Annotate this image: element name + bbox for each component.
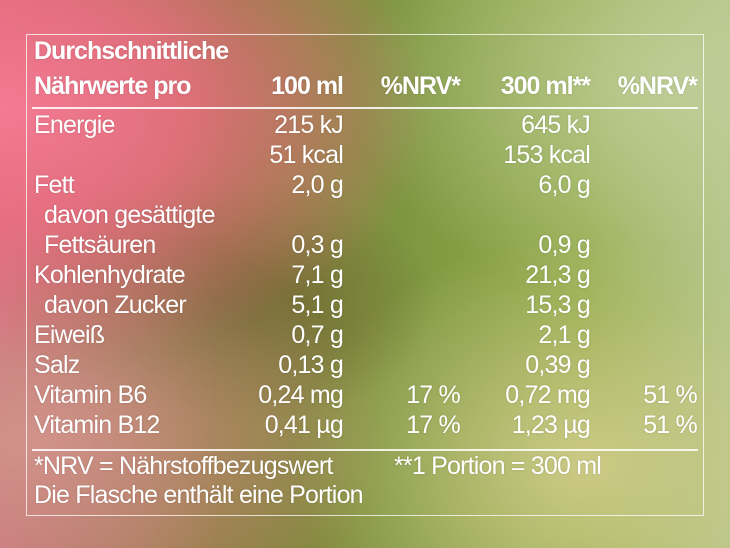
value-300ml: 6,0 g — [538, 171, 590, 199]
column-header-nrv-100ml: %NRV* — [380, 72, 461, 100]
portion-footnote: **1 Portion = 300 ml — [394, 452, 602, 480]
value-100ml: 0,24 mg — [258, 381, 344, 409]
nrv-300ml: 51 % — [643, 411, 698, 439]
footer-divider — [32, 449, 698, 451]
value-100ml: 0,3 g — [291, 231, 343, 259]
column-header-100ml: 100 ml — [271, 72, 344, 100]
row-label: Vitamin B6 — [34, 381, 147, 409]
nrv-100ml: 17 % — [406, 411, 461, 439]
row-label: davon Zucker — [44, 291, 187, 319]
row-label: Fett — [34, 171, 75, 199]
value-300ml: 0,72 mg — [505, 381, 591, 409]
value-100ml: 0,13 g — [278, 351, 344, 379]
value-300ml: 21,3 g — [525, 261, 591, 289]
row-label: Salz — [34, 351, 80, 379]
nrv-footnote: *NRV = Nährstoffbezugswert — [34, 452, 333, 480]
nrv-100ml: 17 % — [406, 381, 461, 409]
value-100ml: 215 kJ — [274, 111, 344, 139]
value-300ml: 645 kJ — [521, 111, 591, 139]
value-100ml: 0,7 g — [291, 321, 343, 349]
bottle-footnote: Die Flasche enthält eine Portion — [34, 481, 364, 509]
table-title-line1: Durchschnittliche — [34, 37, 229, 65]
value-300ml: 15,3 g — [525, 291, 591, 319]
row-label: Vitamin B12 — [34, 411, 160, 439]
value-100ml: 7,1 g — [291, 261, 343, 289]
row-label: Eiweiß — [34, 321, 105, 349]
nrv-300ml: 51 % — [643, 381, 698, 409]
row-label: davon gesättigte — [44, 201, 215, 229]
row-label: Kohlenhydrate — [34, 261, 186, 289]
row-label: Fettsäuren — [44, 231, 156, 259]
value-300ml: 0,39 g — [525, 351, 591, 379]
value-100ml: 51 kcal — [269, 141, 343, 169]
value-100ml: 0,41 µg — [264, 411, 344, 439]
value-300ml: 153 kcal — [503, 141, 591, 169]
column-header-300ml: 300 ml** — [500, 72, 591, 100]
value-100ml: 5,1 g — [291, 291, 343, 319]
column-header-nrv-300ml: %NRV* — [617, 72, 698, 100]
row-label: Energie — [34, 111, 115, 139]
header-divider — [32, 107, 698, 109]
value-300ml: 2,1 g — [538, 321, 590, 349]
value-300ml: 1,23 µg — [511, 411, 591, 439]
value-300ml: 0,9 g — [538, 231, 590, 259]
nutrition-table-frame — [26, 34, 704, 516]
value-100ml: 2,0 g — [291, 171, 343, 199]
table-title-line2: Nährwerte pro — [34, 72, 191, 100]
